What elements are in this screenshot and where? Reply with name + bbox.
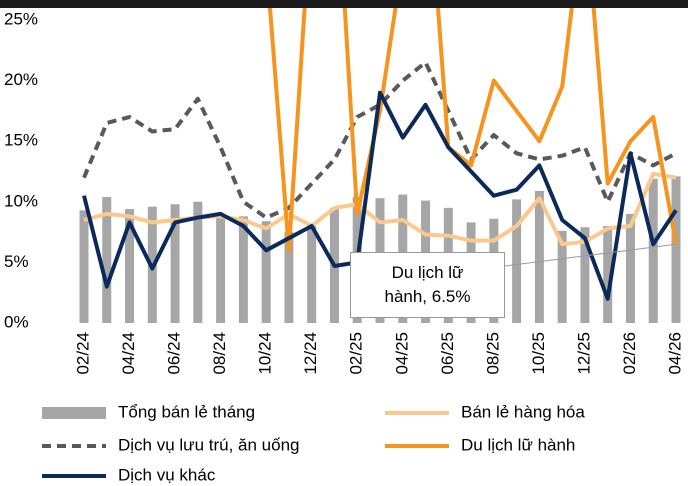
bar	[648, 178, 658, 323]
bar	[238, 216, 248, 323]
x-tick-label: 02/25	[347, 332, 366, 375]
bar	[671, 176, 681, 323]
bar	[261, 221, 271, 323]
y-tick-label: 0%	[4, 312, 29, 331]
bar	[307, 226, 317, 323]
x-tick-label: 04/26	[665, 332, 684, 375]
x-tick-label: 06/25	[438, 332, 457, 375]
bar	[79, 210, 89, 323]
x-tick-label: 02/26	[620, 332, 639, 375]
bar	[603, 226, 613, 323]
legend-label: Du lịch lữ hành	[461, 435, 575, 454]
bar	[512, 199, 522, 323]
bar	[102, 196, 112, 323]
line	[82, 90, 678, 301]
bar	[125, 209, 135, 323]
y-tick-label: 20%	[4, 70, 38, 89]
x-tick-label: 08/24	[210, 332, 229, 375]
line	[267, 8, 678, 253]
legend-label: Bán lẻ hàng hóa	[461, 402, 585, 421]
annotation-leader	[504, 243, 677, 267]
annotation: Du lịch lữ hành, 6.5%	[350, 252, 505, 318]
x-tick-label: 08/25	[483, 332, 502, 375]
legend-label: Tổng bán lẻ tháng	[118, 402, 255, 421]
y-tick-label: 10%	[4, 191, 38, 210]
bar	[216, 213, 226, 323]
legend-label: Dịch vụ khác	[118, 465, 216, 484]
bar	[170, 204, 180, 323]
bar	[625, 213, 635, 323]
y-tick-label: 25%	[4, 9, 38, 28]
y-tick-label: 15%	[4, 131, 38, 150]
legend-label: Dịch vụ lưu trú, ăn uống	[118, 435, 299, 454]
x-tick-label: 06/24	[165, 332, 184, 375]
top-bar	[0, 0, 688, 8]
x-tick-label: 04/25	[392, 332, 411, 375]
x-tick-label: 10/25	[529, 332, 548, 375]
bar	[193, 201, 203, 323]
x-tick-label: 12/25	[574, 332, 593, 375]
x-tick-label: 10/24	[256, 332, 275, 375]
bar	[534, 190, 544, 323]
bar	[284, 232, 294, 323]
y-tick-label: 5%	[4, 252, 29, 271]
x-tick-label: 12/24	[301, 332, 320, 375]
legend-swatch	[42, 407, 106, 419]
bar	[557, 230, 567, 323]
bar	[580, 227, 590, 323]
line	[82, 60, 677, 220]
x-tick-label: 04/24	[119, 332, 138, 375]
x-tick-label: 02/24	[73, 332, 92, 375]
